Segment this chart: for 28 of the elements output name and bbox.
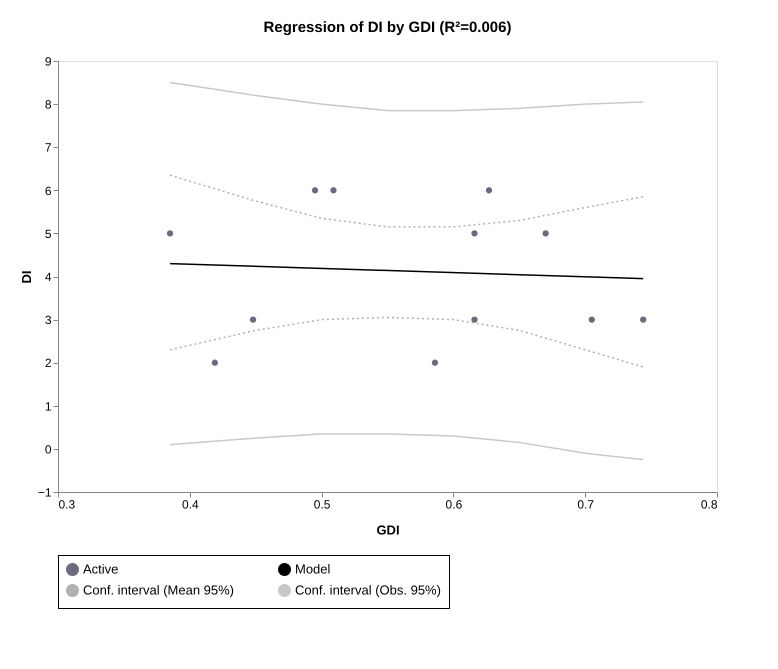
chart-title: Regression of DI by GDI (R²=0.006) xyxy=(264,19,512,36)
y-tick-label: 2 xyxy=(44,356,52,370)
x-tick-label: 0.3 xyxy=(58,498,76,512)
y-tick-label: 9 xyxy=(44,54,52,68)
line-series xyxy=(169,316,644,368)
legend-label: Model xyxy=(295,562,331,577)
y-tick-label: 4 xyxy=(44,270,52,284)
line-series xyxy=(169,82,644,112)
y-tick-label: 6 xyxy=(44,184,52,198)
x-tick-label: 0.5 xyxy=(314,498,331,512)
legend-label: Conf. interval (Mean 95%) xyxy=(83,582,234,598)
y-tick-label: −1 xyxy=(38,486,52,500)
y-tick-label: 3 xyxy=(44,313,52,328)
legend-label: Active xyxy=(83,562,118,577)
line-series xyxy=(169,174,644,228)
y-tick-label: 1 xyxy=(44,399,52,414)
x-tick-label: 0.6 xyxy=(446,498,463,512)
x-tick-label: 0.7 xyxy=(577,498,594,512)
y-tick-label: 0 xyxy=(44,442,52,456)
x-tick-label: 0.4 xyxy=(182,498,199,512)
line-series xyxy=(169,433,644,460)
y-tick-label: 8 xyxy=(44,98,52,112)
legend-label: Conf. interval (Obs. 95%) xyxy=(295,582,441,598)
x-axis-title: GDI xyxy=(376,522,400,538)
y-tick-label: 7 xyxy=(44,140,52,155)
y-tick-label: 5 xyxy=(44,226,52,241)
x-tick-label: 0.8 xyxy=(700,498,718,512)
y-axis-title: DI xyxy=(18,270,34,284)
